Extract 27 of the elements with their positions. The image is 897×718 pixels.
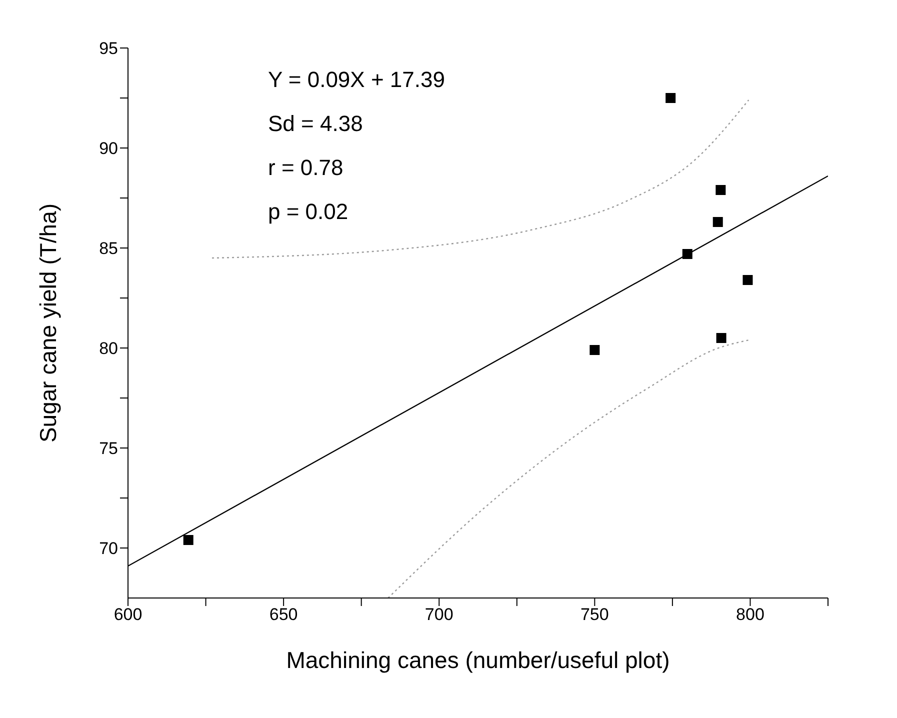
x-tick-label: 700 xyxy=(424,605,454,624)
y-tick-label: 85 xyxy=(99,239,118,258)
point xyxy=(183,535,194,545)
point xyxy=(716,333,726,343)
x-tick-label: 750 xyxy=(580,605,609,624)
point xyxy=(712,217,723,227)
point xyxy=(682,249,692,259)
annotation: Sd = 4.38 xyxy=(268,110,364,138)
y-tick-label: 80 xyxy=(99,339,118,358)
y-tick-label: 70 xyxy=(99,539,118,558)
y-tick-label: 95 xyxy=(99,39,118,58)
x-tick-label: 600 xyxy=(114,605,142,624)
annotation: Y = 0.09X + 17.39 xyxy=(268,66,445,94)
y-tick-label: 90 xyxy=(99,139,118,158)
annotation: p = 0.02 xyxy=(268,198,350,226)
point xyxy=(666,93,676,103)
point xyxy=(742,275,753,285)
x-tick-label: 650 xyxy=(269,605,298,624)
x-axis-title: Machining canes (number/useful plot) xyxy=(286,647,670,673)
line-series xyxy=(211,99,750,259)
point xyxy=(716,185,726,195)
y-axis-title: Sugar cane yield (T/ha) xyxy=(35,203,62,443)
point xyxy=(590,345,600,355)
annotation: r = 0.78 xyxy=(268,154,344,182)
line-series xyxy=(387,339,750,598)
x-tick-label: 800 xyxy=(736,605,764,624)
y-tick-label: 75 xyxy=(99,439,118,458)
